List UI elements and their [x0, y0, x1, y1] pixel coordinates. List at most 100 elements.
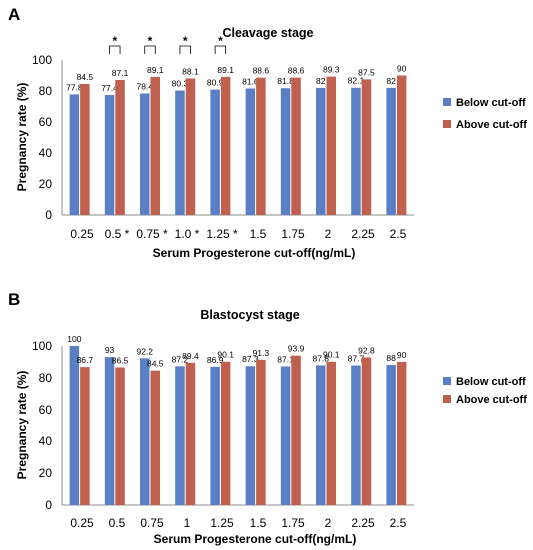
- significance-star: *: [112, 34, 117, 48]
- significance-brackets-a: * * * *: [109, 34, 227, 54]
- x-tick-label: 0.5 *: [105, 227, 130, 241]
- y-axis-label-a: Pregnancy rate (%): [15, 83, 29, 192]
- x-tick-label: 2: [325, 227, 332, 241]
- x-tick-label: 2: [325, 516, 332, 530]
- bar-above: [80, 367, 90, 505]
- x-tick-label: 1.25: [210, 516, 234, 530]
- data-label-above: 89.3: [323, 65, 340, 75]
- legend-label-above: Above cut-off: [456, 394, 527, 406]
- data-label-below: 80.3: [172, 79, 189, 89]
- data-label-above: 89.1: [217, 65, 234, 75]
- bars-a: 77.884.5 77.4 87.1 78.4 89.1 80.3 88.1 80.9 89.1…: [66, 64, 407, 216]
- data-label-above: 84.5: [77, 72, 94, 82]
- x-tick-label: 2.25: [351, 516, 375, 530]
- bar-below: [351, 87, 361, 215]
- bar-above: [150, 370, 160, 505]
- data-label-below: 92.2: [136, 346, 153, 356]
- y-tick-label: 20: [39, 177, 53, 191]
- data-label-above: 91.3: [253, 348, 270, 358]
- bar-above: [185, 78, 196, 215]
- panel-b: B Blastocyst stage Pregnancy rate (%) Se…: [8, 290, 527, 546]
- data-label-above: 88.6: [288, 66, 305, 76]
- data-label-below: 82: [316, 76, 326, 86]
- bar-below: [175, 90, 185, 215]
- significance-star: *: [148, 34, 153, 48]
- x-tick-label: 1.25 *: [206, 227, 238, 241]
- bar-below: [316, 87, 326, 215]
- x-tick-label: 1: [184, 516, 191, 530]
- bar-below: [175, 366, 185, 505]
- bar-below: [280, 88, 291, 215]
- significance-star: *: [183, 34, 188, 48]
- x-tick-label: 0.25: [70, 227, 94, 241]
- bar-below: [316, 365, 326, 505]
- y-tick-label: 40: [39, 146, 53, 160]
- data-label-below: 77.8: [66, 82, 83, 92]
- panel-letter-b: B: [8, 290, 20, 309]
- data-label-below: 87.7: [348, 354, 365, 364]
- data-label-below: 87.3: [242, 354, 259, 364]
- bar-below: [386, 87, 396, 215]
- bar-below: [140, 358, 150, 505]
- data-label-below: 87.1: [277, 355, 294, 365]
- bar-above: [396, 75, 407, 215]
- data-label-below: 88: [386, 353, 396, 363]
- x-tick-label: 0.75 *: [136, 227, 168, 241]
- bar-above: [326, 76, 336, 216]
- y-tick-label: 100: [32, 53, 52, 67]
- bar-below: [69, 94, 80, 215]
- data-label-below: 80.9: [207, 78, 224, 88]
- significance-bracket: [214, 45, 227, 54]
- bar-below: [351, 365, 361, 505]
- y-tick-label: 60: [39, 115, 53, 129]
- data-label-below: 77.4: [101, 83, 118, 93]
- chart-title-b: Blastocyst stage: [200, 308, 299, 322]
- x-tick-label: 2.5: [390, 516, 407, 530]
- x-tick-label: 1.0 *: [175, 227, 200, 241]
- x-tick-label: 0.75: [140, 516, 164, 530]
- data-label-below: 93: [105, 345, 115, 355]
- data-label-below: 87.2: [172, 354, 189, 364]
- data-label-below: 87.8: [312, 353, 329, 363]
- bar-below: [104, 357, 115, 505]
- legend-label-below: Below cut-off: [456, 376, 526, 388]
- x-tick-label: 2.25: [351, 227, 375, 241]
- y-axis-label-b: Pregnancy rate (%): [15, 371, 29, 480]
- legend-label-above: Above cut-off: [456, 119, 527, 131]
- y-tick-label: 0: [45, 208, 52, 222]
- significance-bracket: [109, 45, 121, 54]
- bar-above: [150, 76, 160, 216]
- y-tick-label: 40: [39, 434, 53, 448]
- bar-above: [361, 357, 372, 505]
- data-label-above: 89.4: [182, 351, 199, 361]
- y-tick-label: 0: [45, 498, 52, 512]
- bar-below: [69, 346, 80, 505]
- data-label-above: 92.8: [358, 345, 375, 355]
- legend-a: Below cut-off Above cut-off: [443, 97, 527, 131]
- significance-bracket: [179, 45, 191, 54]
- bar-below: [104, 95, 115, 215]
- bar-below: [210, 366, 220, 505]
- data-label-below: 86.9: [207, 355, 224, 365]
- bar-below: [245, 88, 256, 215]
- bar-above: [220, 76, 231, 216]
- y-tick-label: 60: [39, 403, 53, 417]
- y-tick-label: 80: [39, 84, 53, 98]
- data-label-below: 82.1: [348, 76, 365, 86]
- bar-above: [185, 362, 196, 505]
- data-label-above: 88.6: [253, 66, 270, 76]
- bar-above: [291, 77, 301, 215]
- panel-a: A Cleavage stage Pregnancy rate (%) Seru…: [8, 5, 527, 260]
- significance-bracket: [144, 45, 156, 54]
- y-ticks-a: 0 20 40 60 80 100: [32, 53, 52, 222]
- x-axis-label-b: Serum Progesterone cut-off(ng/mL): [154, 532, 357, 546]
- chart-title-a: Cleavage stage: [222, 26, 313, 40]
- legend-swatch-below: [443, 377, 451, 385]
- bar-below: [140, 93, 150, 215]
- data-label-below: 81.8: [277, 76, 294, 86]
- bar-below: [210, 89, 220, 215]
- data-label-below: 81.6: [242, 77, 259, 87]
- bar-above: [326, 361, 336, 505]
